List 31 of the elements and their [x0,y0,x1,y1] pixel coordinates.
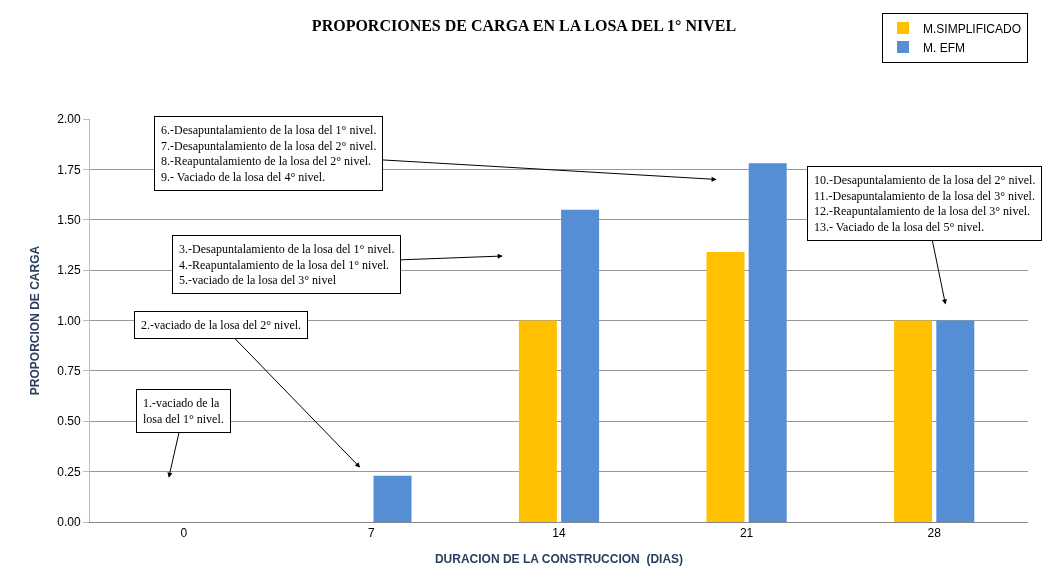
legend-label: M. EFM [923,40,965,55]
annotation: 3.-Desapuntalamiento de la losa del 1° nivel. 4.-Reapuntalamiento de la losa del 1° nivel. 5.-vaciado de la losa del 3° nivel [179,242,395,288]
x-axis-title: DURACION DE LA CONSTRUCCION (DIAS) [434,552,684,567]
bar [518,320,557,522]
annotation: 10.-Desapuntalamiento de la losa del 2° nivel. 11.-Desapuntalamiento de la losa del 3° nivel. 12.-Reapuntalamiento de la losa del 3° nivel. 13.- Vaciado de la losa del 5° nivel. [814,173,1036,234]
y-axis-title: PROPORCION DE CARGA [27,245,42,396]
x-tick-label: 7 [368,526,376,541]
bar [373,475,412,522]
y-tick-label: 0.50 [57,414,81,429]
y-tick-label: 1.00 [57,313,81,328]
x-tick-label: 14 [552,526,566,541]
annotation: 1.-vaciado de la losa del 1° nivel. [143,396,224,426]
bar [894,320,933,522]
bar [936,320,975,522]
annotation: 2.-vaciado de la losa del 2° nivel. [141,318,302,332]
bar [561,209,600,522]
y-tick-label: 0.75 [57,364,81,379]
y-tick-label: 2.00 [57,112,81,127]
y-tick-label: 1.25 [57,263,81,278]
chart-title: PROPORCIONES DE CARGA EN LA LOSA DEL 1° NIVEL [311,17,737,35]
legend-label: M.SIMPLIFICADO [923,21,1022,36]
x-tick-label: 28 [927,526,942,541]
bar [706,251,745,522]
x-tick-label: 0 [180,526,188,541]
y-tick-label: 1.75 [57,162,81,177]
y-tick-label: 0.00 [57,515,81,530]
x-tick-label: 21 [739,526,754,541]
y-tick-label: 0.25 [57,464,81,479]
y-tick-label: 1.50 [57,212,81,227]
bar [748,163,787,522]
annotation: 6.-Desapuntalamiento de la losa del 1° nivel. 7.-Desapuntalamiento de la losa del 2° nivel. 8.-Reapuntalamiento de la losa del 2° nivel. 9.- Vaciado de la losa del 4° nivel. [161,123,377,184]
